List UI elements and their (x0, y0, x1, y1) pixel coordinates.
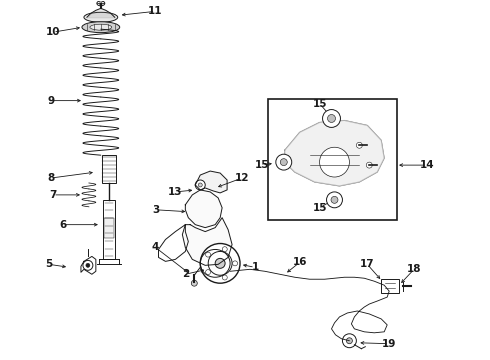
Circle shape (83, 260, 93, 270)
Bar (381, 279, 399, 293)
Text: 15: 15 (312, 203, 327, 213)
Text: 7: 7 (49, 190, 57, 200)
Circle shape (196, 180, 205, 190)
Ellipse shape (84, 12, 118, 22)
Ellipse shape (97, 1, 105, 6)
Text: 19: 19 (382, 339, 396, 349)
Circle shape (215, 258, 225, 268)
Text: 16: 16 (293, 257, 307, 267)
Circle shape (322, 109, 341, 127)
Text: 10: 10 (46, 27, 60, 37)
Circle shape (276, 154, 292, 170)
Circle shape (327, 114, 336, 122)
Circle shape (367, 162, 372, 168)
Bar (102, 155, 116, 183)
Ellipse shape (90, 24, 112, 30)
Circle shape (200, 243, 240, 283)
Text: 17: 17 (360, 259, 375, 269)
Circle shape (208, 251, 232, 275)
Text: 4: 4 (152, 243, 159, 252)
Text: 11: 11 (148, 6, 163, 16)
Text: 9: 9 (48, 96, 55, 105)
Circle shape (233, 261, 238, 266)
Circle shape (191, 280, 197, 286)
Polygon shape (196, 171, 227, 193)
Text: 12: 12 (235, 173, 249, 183)
Ellipse shape (82, 22, 120, 33)
Circle shape (319, 147, 349, 177)
Bar (103, 200, 115, 260)
Circle shape (356, 142, 362, 148)
Polygon shape (285, 121, 384, 186)
Bar (104, 218, 114, 238)
Text: 15: 15 (255, 160, 269, 170)
Circle shape (280, 159, 287, 166)
Text: 5: 5 (46, 259, 53, 269)
Circle shape (222, 275, 227, 280)
Text: 8: 8 (48, 173, 55, 183)
Circle shape (206, 252, 211, 257)
Text: 13: 13 (168, 187, 183, 197)
Text: 6: 6 (59, 220, 67, 230)
Text: 2: 2 (182, 269, 189, 279)
Polygon shape (185, 190, 222, 228)
Circle shape (343, 334, 356, 348)
Circle shape (86, 264, 90, 267)
Circle shape (206, 270, 211, 275)
Circle shape (198, 183, 202, 187)
Circle shape (346, 338, 352, 344)
Text: 3: 3 (152, 205, 159, 215)
Text: 14: 14 (419, 160, 434, 170)
Text: 18: 18 (407, 264, 421, 274)
Text: 1: 1 (251, 262, 259, 272)
Circle shape (222, 247, 227, 252)
Bar (268, 99, 397, 220)
Circle shape (326, 192, 343, 208)
Circle shape (331, 196, 338, 203)
Polygon shape (182, 218, 232, 265)
Text: 15: 15 (312, 99, 327, 109)
